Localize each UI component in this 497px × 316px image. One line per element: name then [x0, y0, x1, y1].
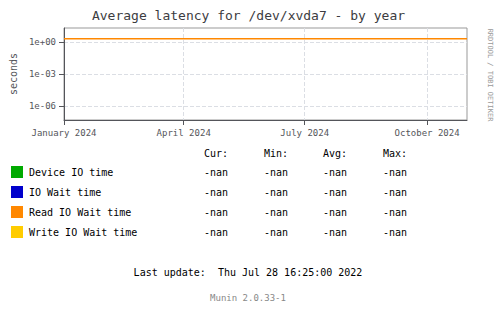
svg-text:April 2024: April 2024: [157, 128, 211, 138]
svg-text:-nan: -nan: [383, 167, 407, 178]
svg-text:-nan: -nan: [264, 167, 288, 178]
svg-text:-nan: -nan: [323, 187, 347, 198]
svg-text:1e+00: 1e+00: [29, 37, 56, 47]
svg-text:-nan: -nan: [383, 207, 407, 218]
svg-text:-nan: -nan: [264, 207, 288, 218]
svg-text:Write IO Wait time: Write IO Wait time: [29, 227, 137, 238]
svg-text:RRDTOOL / TOBI OETIKER: RRDTOOL / TOBI OETIKER: [486, 29, 494, 123]
svg-text:Device IO time: Device IO time: [29, 167, 113, 178]
svg-text:-nan: -nan: [204, 227, 228, 238]
svg-text:IO Wait time: IO Wait time: [29, 187, 101, 198]
svg-text:Min:: Min:: [264, 148, 288, 159]
svg-text:1e-03: 1e-03: [29, 69, 56, 79]
svg-text:-nan: -nan: [323, 167, 347, 178]
svg-text:seconds: seconds: [8, 53, 19, 95]
svg-text:-nan: -nan: [383, 227, 407, 238]
svg-text:Read IO Wait time: Read IO Wait time: [29, 207, 131, 218]
svg-text:Cur:: Cur:: [204, 148, 228, 159]
svg-text:July 2024: July 2024: [280, 128, 329, 138]
svg-text:January 2024: January 2024: [31, 128, 96, 138]
svg-text:Last update: Thu Jul 28 16:25: Last update: Thu Jul 28 16:25:00 2022: [134, 267, 363, 278]
svg-text:-nan: -nan: [383, 187, 407, 198]
svg-text:Average latency for /dev/xvda7: Average latency for /dev/xvda7 - by year: [92, 8, 405, 23]
svg-text:-nan: -nan: [323, 227, 347, 238]
svg-text:1e-06: 1e-06: [29, 101, 56, 111]
svg-text:-nan: -nan: [264, 227, 288, 238]
svg-text:-nan: -nan: [204, 187, 228, 198]
svg-text:-nan: -nan: [204, 167, 228, 178]
svg-text:October 2024: October 2024: [395, 128, 460, 138]
svg-text:Munin 2.0.33-1: Munin 2.0.33-1: [210, 293, 286, 303]
svg-text:-nan: -nan: [204, 207, 228, 218]
svg-text:-nan: -nan: [323, 207, 347, 218]
svg-text:Max:: Max:: [383, 148, 407, 159]
svg-text:-nan: -nan: [264, 187, 288, 198]
svg-text:Avg:: Avg:: [323, 148, 347, 159]
